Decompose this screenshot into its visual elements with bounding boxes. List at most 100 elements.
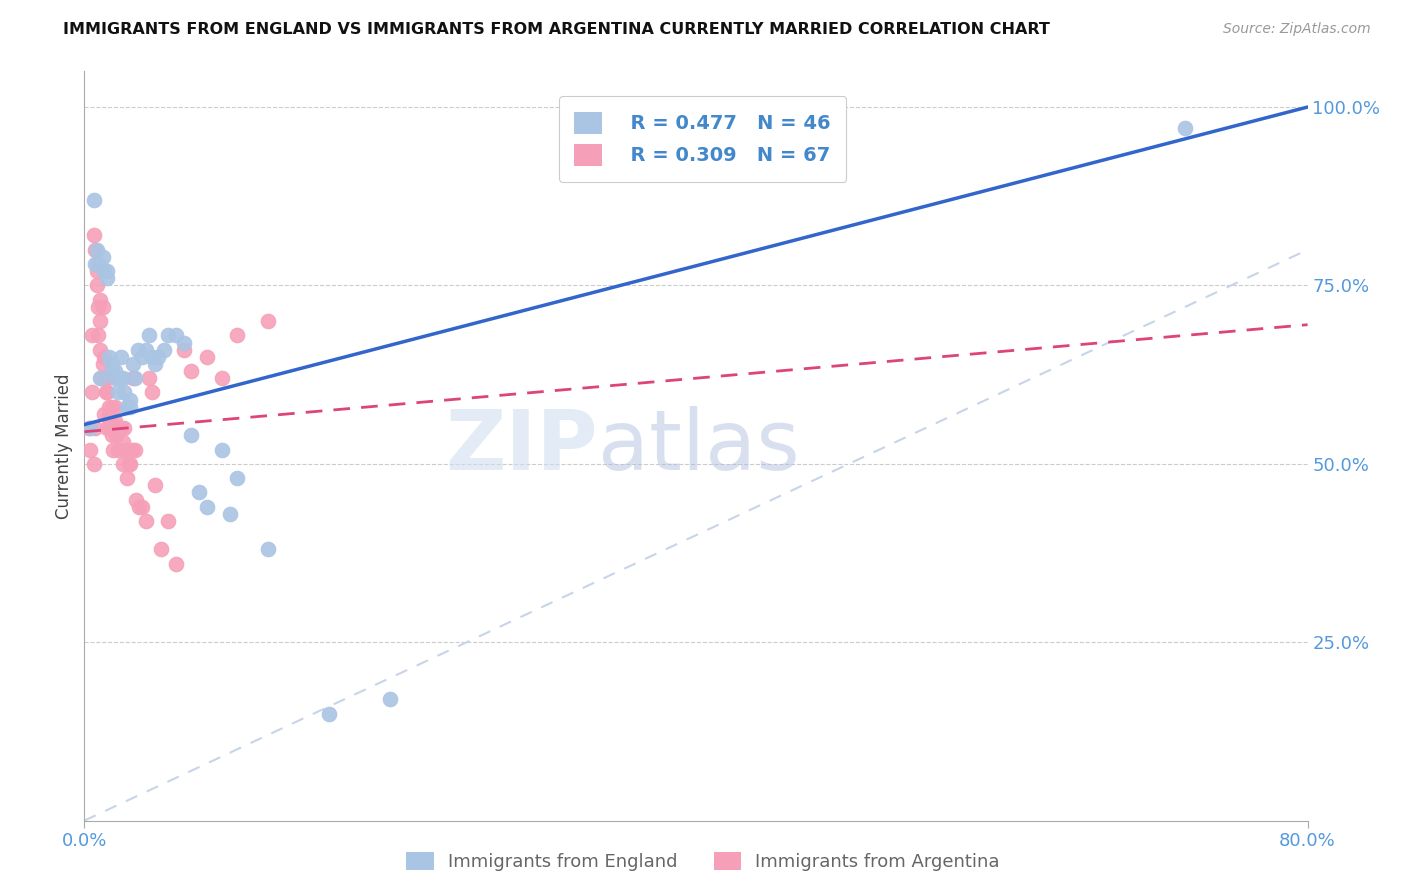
Point (157, 514, 180, 528)
Point (226, 471, 249, 485)
Point (83, 457, 105, 471)
Point (149, 542, 172, 557)
Point (86, 278, 108, 293)
Point (101, 357, 124, 371)
Point (135, 514, 157, 528)
Point (138, 328, 160, 343)
Point (93, 407, 115, 421)
Point (90, 371, 112, 385)
Point (1174, 121, 1197, 136)
Point (165, 328, 187, 343)
Point (103, 442, 125, 457)
Point (80, 328, 103, 343)
Point (226, 328, 249, 343)
Point (180, 428, 202, 442)
Point (122, 371, 145, 385)
Point (218, 507, 240, 521)
Legend: Immigrants from England, Immigrants from Argentina: Immigrants from England, Immigrants from… (399, 845, 1007, 879)
Point (115, 471, 138, 485)
Point (120, 457, 142, 471)
Point (108, 371, 131, 385)
Point (180, 364, 202, 378)
Point (98, 421, 121, 435)
Point (188, 485, 211, 500)
Point (146, 350, 169, 364)
Point (124, 371, 146, 385)
Point (84, 243, 107, 257)
Point (89, 293, 111, 307)
Point (120, 400, 142, 414)
Text: atlas: atlas (598, 406, 800, 486)
Point (153, 343, 176, 357)
Legend:   R = 0.477   N = 46,   R = 0.309   N = 67: R = 0.477 N = 46, R = 0.309 N = 67 (560, 96, 846, 182)
Point (89, 371, 111, 385)
Point (79, 442, 101, 457)
Point (127, 343, 149, 357)
Point (84, 421, 107, 435)
Point (110, 350, 132, 364)
Point (128, 500, 150, 514)
Point (138, 371, 160, 385)
Point (107, 442, 129, 457)
Point (131, 500, 153, 514)
Point (94, 371, 117, 385)
Point (105, 428, 128, 442)
Point (77, 421, 100, 435)
Point (83, 193, 105, 207)
Point (97, 350, 120, 364)
Point (101, 400, 124, 414)
Point (135, 343, 157, 357)
Point (93, 264, 115, 278)
Point (115, 400, 138, 414)
Point (120, 392, 142, 407)
Point (157, 328, 180, 343)
Point (124, 442, 146, 457)
Point (79, 421, 101, 435)
Point (80, 385, 103, 400)
Point (101, 364, 124, 378)
Point (104, 414, 127, 428)
Point (195, 500, 218, 514)
Point (131, 350, 153, 364)
Point (89, 343, 111, 357)
Point (121, 442, 143, 457)
Point (91, 250, 114, 264)
Point (108, 421, 131, 435)
Point (96, 385, 118, 400)
Text: IMMIGRANTS FROM ENGLAND VS IMMIGRANTS FROM ARGENTINA CURRENTLY MARRIED CORRELATI: IMMIGRANTS FROM ENGLAND VS IMMIGRANTS FR… (63, 22, 1050, 37)
Point (141, 385, 163, 400)
Point (84, 257, 107, 271)
Point (125, 492, 148, 507)
Point (122, 357, 145, 371)
Point (112, 421, 135, 435)
Point (165, 557, 187, 571)
Point (118, 457, 141, 471)
Point (96, 371, 118, 385)
Point (86, 243, 108, 257)
Point (195, 350, 218, 364)
Point (96, 421, 118, 435)
Point (94, 385, 117, 400)
Point (104, 364, 127, 378)
Point (112, 385, 135, 400)
Point (96, 264, 118, 278)
Point (111, 457, 134, 471)
Point (114, 442, 136, 457)
Point (318, 706, 340, 721)
Point (107, 421, 129, 435)
Point (91, 357, 114, 371)
Point (91, 300, 114, 314)
Point (96, 271, 118, 285)
Point (257, 314, 280, 328)
Point (173, 343, 195, 357)
Point (93, 350, 115, 364)
Text: ZIP: ZIP (446, 406, 598, 486)
Text: Source: ZipAtlas.com: Source: ZipAtlas.com (1223, 22, 1371, 37)
Point (101, 428, 124, 442)
Point (86, 264, 108, 278)
Point (173, 335, 195, 350)
Point (211, 371, 233, 385)
Point (98, 414, 121, 428)
Point (87, 328, 110, 343)
Point (111, 435, 134, 450)
